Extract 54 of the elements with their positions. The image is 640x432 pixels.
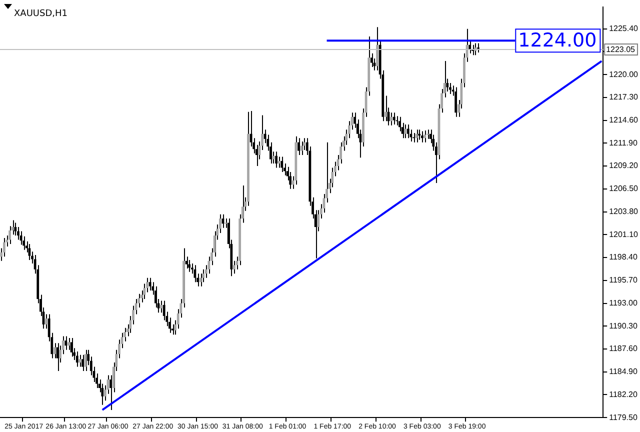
candlestick	[398, 116, 401, 132]
candlestick	[275, 151, 278, 168]
y-tick-label: 1198.40	[609, 252, 638, 262]
candlestick	[199, 273, 202, 287]
candlestick	[289, 171, 292, 190]
y-tick-label: 1187.60	[609, 344, 638, 354]
candlestick	[148, 277, 152, 292]
candlestick	[22, 236, 26, 250]
candlestick	[406, 124, 410, 139]
y-tick-label: 1193.00	[609, 298, 638, 308]
candlestick	[300, 140, 303, 156]
candlestick	[280, 156, 284, 172]
candlestick	[404, 124, 407, 139]
candlestick	[68, 337, 70, 350]
candlestick	[449, 82, 452, 95]
candlestick	[298, 138, 300, 156]
chart-title: XAUUSD,H1	[14, 9, 68, 20]
y-tick-label: 1225.40	[609, 24, 639, 34]
candlestick	[160, 300, 162, 314]
candlestick	[202, 268, 205, 283]
candlestick	[392, 112, 396, 126]
candlestick	[3, 238, 6, 258]
candlestick	[64, 336, 68, 350]
candlestick	[82, 354, 84, 372]
y-tick-label: 1195.70	[609, 276, 638, 285]
ref-line-label: 1223.05	[606, 45, 636, 54]
y-tick-label: 1206.50	[609, 184, 639, 194]
candlestick	[370, 52, 373, 68]
candlestick	[110, 374, 112, 410]
candlestick	[14, 222, 17, 236]
y-tick-label: 1201.10	[609, 230, 639, 239]
candlestick	[390, 112, 392, 126]
candlestick	[418, 129, 421, 140]
candlestick	[188, 260, 191, 272]
y-tick-label: 1184.90	[609, 367, 638, 376]
candlestick	[76, 351, 78, 368]
y-tick-label: 1190.30	[609, 321, 638, 330]
y-tick-label: 1217.30	[609, 92, 639, 102]
y-tick-label: 1179.50	[609, 412, 638, 422]
candlestick	[412, 132, 415, 143]
candlestick	[8, 226, 12, 244]
candlestick	[376, 26, 378, 71]
y-tick-label: 1203.80	[609, 206, 639, 216]
y-tick-label: 1182.20	[609, 390, 638, 399]
y-tick-label: 1214.60	[609, 116, 639, 125]
candlestick	[278, 156, 280, 168]
y-tick-label: 1209.20	[609, 161, 639, 170]
y-tick-label: 1220.00	[609, 70, 639, 79]
annotation: 1224.00	[518, 30, 597, 52]
candlestick	[454, 86, 458, 118]
candlestick	[101, 383, 104, 406]
candlestick	[420, 130, 424, 143]
candlestick	[468, 40, 472, 54]
y-tick-label: 1211.90	[609, 138, 638, 148]
